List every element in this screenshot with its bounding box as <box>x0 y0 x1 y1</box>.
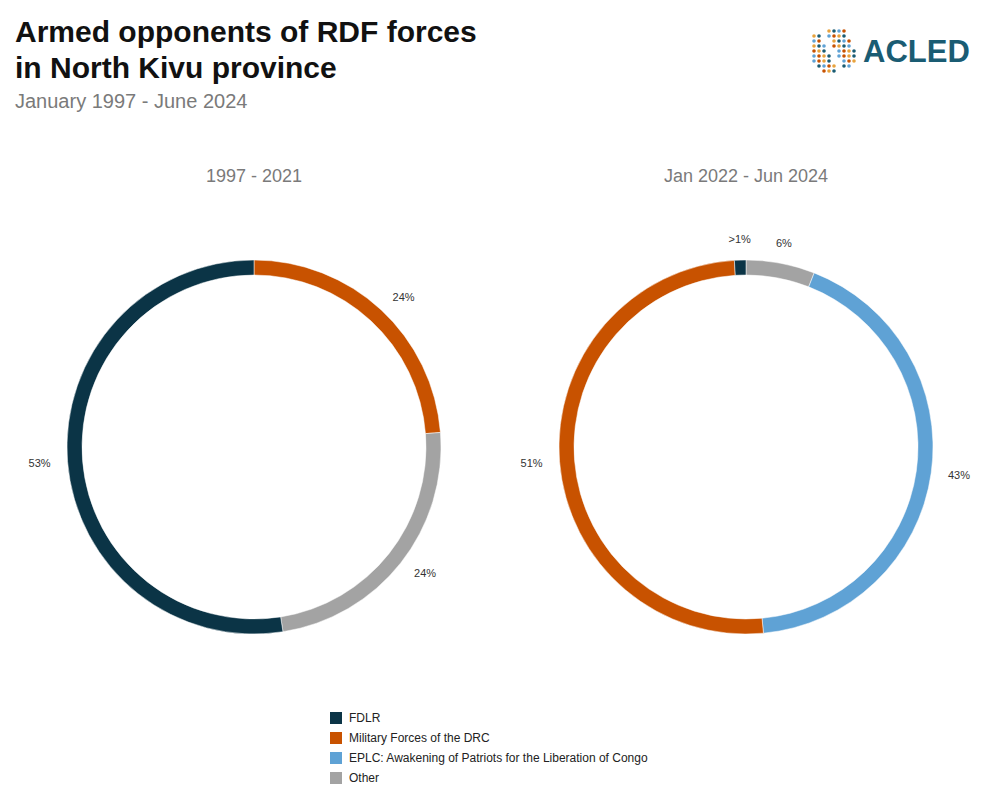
logo-dot <box>817 39 821 43</box>
logo-dot <box>817 34 821 38</box>
logo-dot <box>837 44 841 48</box>
logo-dot <box>852 49 856 53</box>
logo-dot <box>827 34 831 38</box>
logo-dot <box>822 54 826 58</box>
slice <box>734 260 746 275</box>
slice <box>746 260 814 287</box>
logo-dot <box>827 64 831 68</box>
logo-dot <box>812 44 816 48</box>
logo-dot <box>847 59 851 63</box>
logo-dot <box>832 39 836 43</box>
logo-dot <box>847 49 851 53</box>
logo-dot <box>817 54 821 58</box>
logo-dot <box>817 44 821 48</box>
slice <box>281 432 441 631</box>
logo-dot <box>822 64 826 68</box>
logo-dot <box>817 59 821 63</box>
logo-dot <box>842 44 846 48</box>
logo-dot <box>817 49 821 53</box>
data-label: 24% <box>393 291 415 303</box>
logo-dot <box>847 39 851 43</box>
logo-dot <box>852 59 856 63</box>
legend: FDLR Military Forces of the DRC EPLC: Awak… <box>330 711 648 785</box>
logo-dot <box>832 29 836 33</box>
legend-label: Other <box>349 771 379 785</box>
logo-dot <box>822 44 826 48</box>
logo-dot <box>817 64 821 68</box>
chart-title: 1997 - 2021 <box>206 166 302 186</box>
logo-dot <box>837 29 841 33</box>
data-label: >1% <box>728 233 751 245</box>
subtitle: January 1997 - June 2024 <box>15 90 247 113</box>
legend-swatch <box>330 752 342 764</box>
logo-dot <box>812 34 816 38</box>
logo-dot <box>832 34 836 38</box>
slice <box>762 273 933 633</box>
data-label: 6% <box>776 237 792 249</box>
logo-dot <box>837 34 841 38</box>
legend-label: EPLC: Awakening of Patriots for the Libe… <box>349 751 648 765</box>
logo-dot <box>822 69 826 73</box>
logo-dot <box>842 49 846 53</box>
legend-label: FDLR <box>349 711 381 725</box>
donut <box>559 260 933 634</box>
chart-title: Jan 2022 - Jun 2024 <box>664 166 828 186</box>
logo-dot <box>842 39 846 43</box>
logo-dot <box>832 64 836 68</box>
logo-dot <box>822 59 826 63</box>
slice <box>559 260 763 634</box>
logo-text: ACLED <box>863 34 970 69</box>
data-label: 24% <box>414 567 436 579</box>
title: Armed opponents of RDF forces in North K… <box>15 14 495 86</box>
logo-dot <box>832 44 836 48</box>
logo-dot <box>837 54 841 58</box>
logo-dot <box>827 69 831 73</box>
logo-dot <box>812 54 816 58</box>
logo-dot <box>812 59 816 63</box>
logo-dot <box>842 64 846 68</box>
data-label: 51% <box>521 457 543 469</box>
slice <box>67 260 283 634</box>
logo-dot <box>842 34 846 38</box>
logo-dot <box>832 69 836 73</box>
legend-swatch <box>330 772 342 784</box>
logo-dot <box>827 59 831 63</box>
chart-canvas: ACLED 1997 - 2021 24% 24% 53% Jan 2022 - Jun … <box>0 0 1000 800</box>
logo: ACLED <box>812 29 970 73</box>
logo-dot <box>812 49 816 53</box>
legend-label: Military Forces of the DRC <box>349 731 490 745</box>
logo-dot <box>837 49 841 53</box>
slice <box>254 260 440 434</box>
data-label: 43% <box>948 469 970 481</box>
logo-dot <box>842 54 846 58</box>
legend-swatch <box>330 732 342 744</box>
donut <box>67 260 441 634</box>
legend-swatch <box>330 712 342 724</box>
logo-dot <box>842 29 846 33</box>
logo-dot <box>852 54 856 58</box>
logo-dot <box>812 39 816 43</box>
logo-dot <box>827 54 831 58</box>
logo-dot <box>847 54 851 58</box>
data-label: 53% <box>29 457 51 469</box>
logo-dot <box>847 44 851 48</box>
logo-dot <box>837 39 841 43</box>
logo-dot <box>827 29 831 33</box>
logo-dot <box>847 64 851 68</box>
logo-dot <box>822 49 826 53</box>
logo-dot <box>842 59 846 63</box>
